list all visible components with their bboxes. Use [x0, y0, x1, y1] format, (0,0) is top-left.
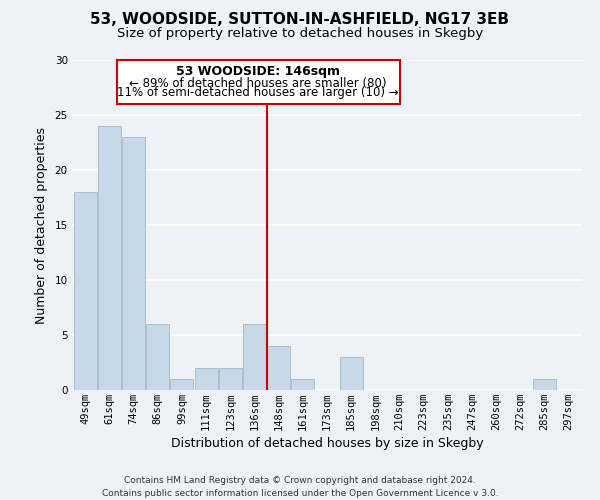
Bar	[146, 324, 169, 390]
Bar	[122, 137, 145, 390]
Bar	[533, 379, 556, 390]
Bar	[170, 379, 193, 390]
FancyBboxPatch shape	[117, 60, 400, 104]
Bar	[267, 346, 290, 390]
X-axis label: Distribution of detached houses by size in Skegby: Distribution of detached houses by size …	[170, 437, 484, 450]
Text: Size of property relative to detached houses in Skegby: Size of property relative to detached ho…	[117, 28, 483, 40]
Text: Contains HM Land Registry data © Crown copyright and database right 2024.: Contains HM Land Registry data © Crown c…	[124, 476, 476, 485]
Text: 53, WOODSIDE, SUTTON-IN-ASHFIELD, NG17 3EB: 53, WOODSIDE, SUTTON-IN-ASHFIELD, NG17 3…	[91, 12, 509, 28]
Text: ← 89% of detached houses are smaller (80): ← 89% of detached houses are smaller (80…	[130, 76, 387, 90]
Bar	[74, 192, 97, 390]
Bar	[243, 324, 266, 390]
Bar	[340, 357, 362, 390]
Text: Contains public sector information licensed under the Open Government Licence v : Contains public sector information licen…	[101, 489, 499, 498]
Bar	[98, 126, 121, 390]
Bar	[219, 368, 242, 390]
Text: 11% of semi-detached houses are larger (10) →: 11% of semi-detached houses are larger (…	[118, 86, 399, 100]
Bar	[194, 368, 218, 390]
Bar	[292, 379, 314, 390]
Y-axis label: Number of detached properties: Number of detached properties	[35, 126, 47, 324]
Text: 53 WOODSIDE: 146sqm: 53 WOODSIDE: 146sqm	[176, 66, 340, 78]
